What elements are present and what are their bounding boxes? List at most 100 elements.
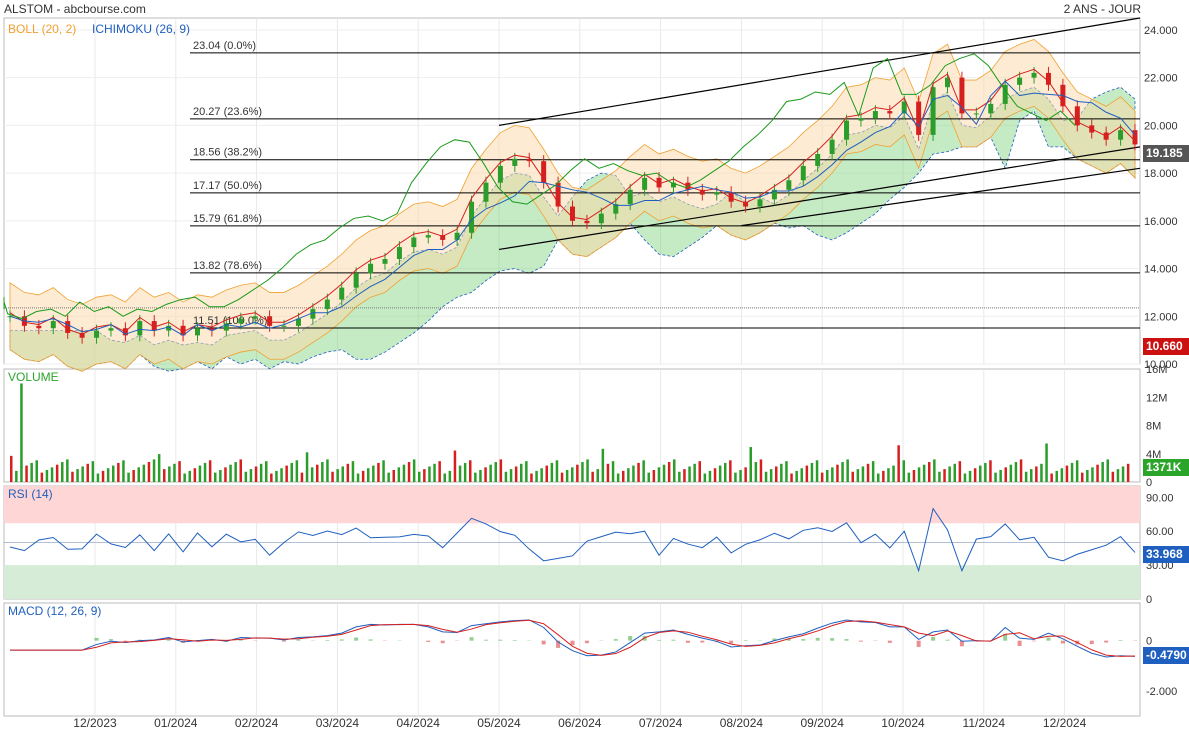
volume-bar: [657, 467, 661, 482]
volume-bar: [117, 462, 120, 482]
candle: [973, 113, 979, 115]
volume-bar: [571, 467, 574, 482]
volume-bar: [346, 463, 350, 482]
volume-bar: [769, 469, 773, 482]
candle: [108, 328, 114, 331]
macd-histogram-bar: [556, 640, 561, 648]
candle: [728, 192, 734, 202]
volume-bar: [994, 472, 997, 482]
y-tick-label: 0: [1146, 477, 1152, 489]
volume-bar: [877, 473, 880, 482]
volume-bar: [1081, 472, 1084, 482]
volume-bar: [280, 468, 283, 482]
ichimoku-legend[interactable]: ICHIMOKU (26, 9): [92, 22, 191, 36]
candle: [50, 321, 56, 329]
volume-bar: [326, 459, 329, 482]
volume-bar: [673, 459, 676, 482]
volume-bar: [1004, 467, 1007, 482]
candle: [512, 158, 518, 166]
volume-bar: [1121, 466, 1125, 482]
volume-bar: [453, 450, 457, 482]
volume-bar: [841, 462, 844, 482]
volume-bar: [244, 471, 248, 482]
macd-badge: -0.4790: [1143, 647, 1189, 664]
macd-histogram-bar: [1118, 640, 1123, 641]
volume-bar: [820, 472, 824, 482]
candle: [339, 287, 345, 300]
volume-bar: [601, 448, 605, 482]
candle: [786, 180, 792, 190]
volume-title[interactable]: VOLUME: [8, 370, 59, 384]
volume-bar: [866, 463, 870, 482]
macd-title[interactable]: MACD (12, 26, 9): [8, 604, 102, 618]
y-tick-label: 10.000: [1144, 359, 1178, 371]
chart-period[interactable]: 2 ANS - JOUR: [1063, 2, 1141, 16]
volume-bar: [713, 468, 717, 482]
volume-bar: [530, 473, 533, 482]
candle: [209, 328, 215, 331]
volume-bar: [45, 469, 49, 482]
volume-bar: [581, 462, 584, 482]
rsi-title[interactable]: RSI (14): [8, 487, 53, 501]
volume-bar: [86, 463, 89, 482]
volume-bar: [535, 470, 538, 482]
boll-legend[interactable]: BOLL (20, 2): [8, 22, 77, 36]
macd-histogram-bar: [296, 639, 301, 641]
rsi-line: [9, 507, 1136, 573]
volume-bar: [1111, 471, 1115, 482]
candle: [858, 118, 864, 121]
volume-bar: [71, 471, 74, 482]
macd-histogram-bar: [1060, 640, 1065, 644]
candle: [1017, 77, 1023, 85]
candle: [151, 321, 157, 331]
y-tick-label: 22.000: [1144, 73, 1178, 85]
x-tick-label: 01/2024: [154, 716, 198, 730]
candle: [65, 321, 71, 333]
volume-bar: [520, 463, 523, 482]
volume-bar: [775, 466, 778, 482]
volume-bar: [525, 461, 528, 482]
volume-bar: [958, 461, 962, 482]
volume-bar: [871, 461, 875, 482]
macd-histogram-bar: [1017, 640, 1022, 647]
candle: [281, 325, 287, 327]
volume-bar: [856, 469, 860, 482]
macd-histogram-bar: [830, 638, 835, 641]
candle: [1031, 72, 1037, 78]
y-tick-label: 0: [1146, 636, 1152, 648]
volume-bar: [55, 464, 59, 482]
candle: [541, 161, 547, 183]
candle: [483, 182, 489, 202]
macd-histogram-bar: [743, 640, 748, 641]
y-tick-label: 24.000: [1144, 25, 1178, 37]
volume-bar: [412, 459, 416, 482]
volume-bar: [310, 467, 314, 482]
macd-histogram-bar: [584, 640, 589, 644]
candle: [887, 111, 893, 114]
y-tick-label: 16M: [1146, 364, 1167, 376]
volume-bar: [101, 470, 105, 482]
volume-bar: [973, 468, 977, 482]
x-tick-label: 06/2024: [558, 716, 602, 730]
volume-bar: [168, 466, 171, 482]
volume-bar: [351, 461, 355, 482]
volume-bar: [157, 454, 161, 482]
volume-bar: [795, 470, 798, 482]
volume-bar: [484, 467, 487, 482]
volume-bar: [259, 463, 263, 482]
volume-bar: [989, 460, 992, 482]
macd-histogram-bar: [685, 640, 690, 643]
volume-bar: [591, 471, 594, 482]
volume-bar: [147, 462, 151, 482]
volume-bar: [112, 465, 115, 482]
candle: [166, 325, 172, 331]
macd-histogram-bar: [512, 640, 517, 641]
macd-histogram-bar: [657, 640, 662, 641]
volume-bar: [50, 467, 54, 482]
volume-bar: [887, 468, 890, 482]
volume-bar: [163, 469, 166, 482]
candle: [1074, 106, 1080, 126]
volume-bar: [734, 472, 737, 482]
volume-bar: [800, 468, 803, 482]
x-tick-label: 03/2024: [316, 716, 360, 730]
